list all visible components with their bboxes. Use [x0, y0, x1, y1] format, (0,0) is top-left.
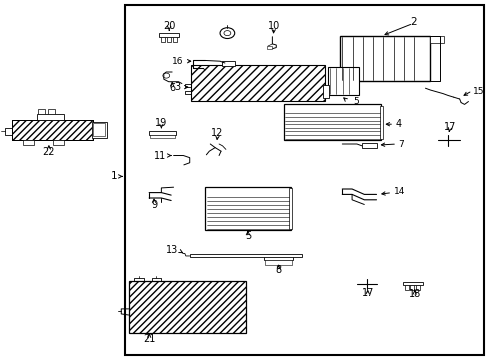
Bar — [149, 135, 174, 138]
Bar — [264, 260, 292, 265]
Bar — [404, 285, 408, 290]
Bar — [37, 114, 63, 120]
Text: 4: 4 — [394, 119, 401, 129]
Text: 5: 5 — [352, 97, 358, 106]
Bar — [380, 106, 382, 139]
Bar — [222, 61, 234, 66]
Text: 13: 13 — [166, 245, 178, 255]
Text: 2: 2 — [409, 17, 416, 27]
Bar — [23, 140, 34, 145]
Bar — [12, 120, 93, 140]
Bar — [148, 131, 175, 135]
Bar — [161, 37, 165, 42]
Bar — [92, 122, 106, 138]
Text: 16: 16 — [172, 57, 183, 66]
Text: 22: 22 — [42, 147, 55, 157]
Bar — [173, 37, 177, 42]
Bar — [48, 109, 55, 114]
Bar — [159, 33, 179, 37]
Bar — [53, 140, 63, 145]
Bar — [264, 255, 293, 260]
Text: 7: 7 — [398, 140, 404, 149]
Text: 9: 9 — [151, 200, 157, 210]
Text: 19: 19 — [155, 118, 167, 129]
Bar — [12, 120, 93, 140]
Text: 15: 15 — [472, 87, 484, 96]
Text: 3: 3 — [174, 82, 181, 92]
Text: 6: 6 — [169, 83, 175, 93]
Bar — [322, 85, 328, 98]
Text: 5: 5 — [244, 231, 250, 241]
Bar — [93, 123, 104, 136]
Bar — [361, 143, 376, 148]
Bar — [327, 67, 359, 95]
Text: 17: 17 — [443, 122, 455, 132]
Bar — [429, 36, 443, 43]
Bar — [205, 187, 290, 230]
Bar — [283, 104, 381, 140]
Bar — [124, 5, 483, 355]
Text: 20: 20 — [163, 21, 175, 31]
Text: 10: 10 — [267, 21, 280, 31]
Text: 17: 17 — [361, 288, 373, 298]
Text: 12: 12 — [211, 128, 224, 138]
Bar — [289, 188, 292, 229]
Text: 1: 1 — [110, 171, 117, 181]
Bar — [409, 285, 413, 290]
Bar — [128, 281, 245, 333]
Text: 8: 8 — [275, 265, 281, 275]
Bar — [189, 254, 302, 257]
Bar — [167, 37, 171, 42]
Text: 11: 11 — [154, 150, 166, 161]
Bar — [266, 46, 272, 49]
Text: 14: 14 — [393, 187, 404, 196]
Text: 21: 21 — [142, 334, 155, 344]
Bar — [403, 282, 422, 285]
Bar — [190, 65, 325, 101]
Text: 18: 18 — [407, 289, 420, 299]
Bar — [415, 285, 419, 290]
Bar — [38, 109, 45, 114]
Bar — [339, 36, 429, 81]
